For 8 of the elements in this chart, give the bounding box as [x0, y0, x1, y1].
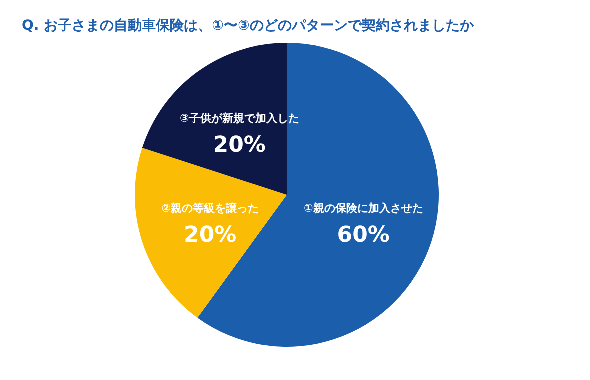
data-label: 60%: [337, 222, 390, 248]
chart-title: Q. お子さまの自動車保険は、①〜③のどのパターンで契約されましたか: [22, 18, 475, 34]
slice-label: ①親の保険に加入させた: [304, 202, 424, 215]
data-label: 20%: [184, 222, 237, 248]
slice-label: ③子供が新規で加入した: [180, 112, 300, 125]
slice-label: ②親の等級を譲った: [162, 202, 260, 215]
pie-slice: [142, 43, 287, 195]
data-label: 20%: [213, 132, 266, 158]
